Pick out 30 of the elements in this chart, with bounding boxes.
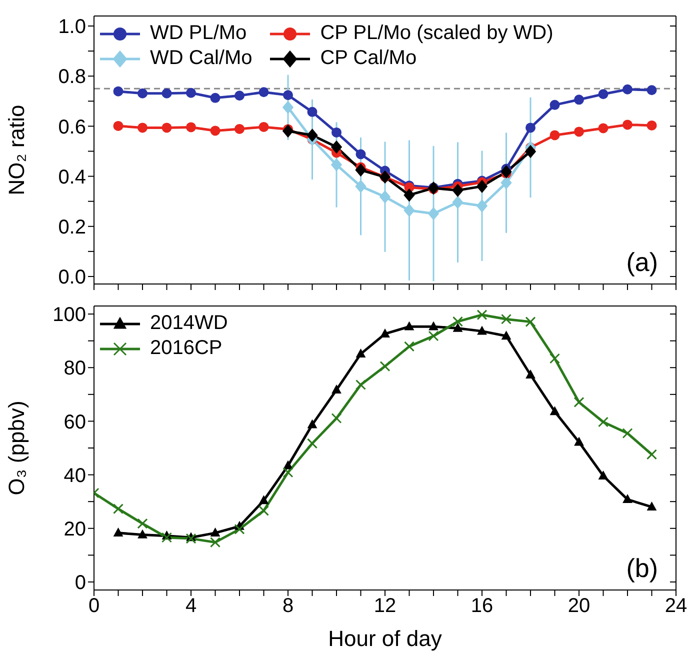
y-tick-label: 60 xyxy=(64,411,86,434)
y-axis-title: NO₂ ratio xyxy=(4,104,29,196)
y-tick-label: 20 xyxy=(64,518,86,540)
x-tick-label: 8 xyxy=(282,595,294,618)
y-tick-label: 0.0 xyxy=(58,266,86,289)
y-tick-label: 100 xyxy=(52,304,86,326)
y-axis-title: O₃ (ppbv) xyxy=(4,400,29,496)
y-tick-label: 0.6 xyxy=(58,116,86,138)
x-axis-title: Hour of day xyxy=(328,626,442,651)
legend-label: WD Cal/Mo xyxy=(150,47,252,70)
y-tick-label: 0.2 xyxy=(58,216,86,238)
annotation: (b) xyxy=(626,553,658,584)
y-tick-label: 0 xyxy=(74,572,86,594)
x-tick-label: 4 xyxy=(185,595,197,618)
x-tick-label: 24 xyxy=(664,595,688,618)
y-tick-label: 0.8 xyxy=(58,66,86,88)
y-tick-label: 0.4 xyxy=(58,166,86,188)
legend-label: CP PL/Mo (scaled by WD) xyxy=(320,22,554,45)
x-tick-label: 16 xyxy=(470,595,494,618)
y-tick-label: 80 xyxy=(64,358,86,380)
x-tick-label: 12 xyxy=(374,595,396,618)
y-tick-label: 40 xyxy=(64,464,86,487)
y-tick-label: 1.0 xyxy=(58,16,86,38)
legend-label: WD PL/Mo xyxy=(150,22,247,45)
x-tick-label: 20 xyxy=(568,595,590,618)
legend-label: 2016CP xyxy=(150,337,222,360)
annotation: (a) xyxy=(626,247,658,278)
legend-label: CP Cal/Mo xyxy=(320,47,417,70)
legend-label: 2014WD xyxy=(150,312,228,335)
x-tick-label: 0 xyxy=(88,595,100,618)
